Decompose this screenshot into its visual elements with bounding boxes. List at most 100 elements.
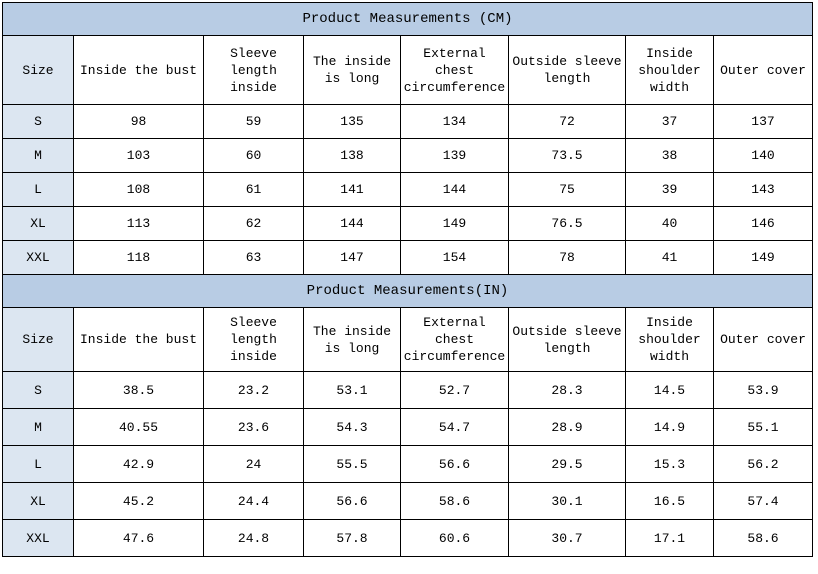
measurement-cell: 41: [625, 240, 714, 275]
measurement-cell: 59: [203, 104, 304, 139]
column-header-row-in: Size Inside the bust Sleeve length inside T…: [2, 307, 813, 372]
measurement-cell: 47.6: [73, 519, 204, 557]
measurement-cell: 38: [625, 138, 714, 173]
section-banner-cm: Product Measurements (CM): [2, 2, 813, 36]
measurement-cell: 24: [203, 445, 304, 483]
column-header: Sleeve length inside: [203, 307, 304, 372]
measurement-cell: 103: [73, 138, 204, 173]
measurement-cell: 138: [303, 138, 401, 173]
measurement-cell: 73.5: [508, 138, 626, 173]
measurement-cell: 17.1: [625, 519, 714, 557]
measurement-cell: 137: [713, 104, 813, 139]
table-row: XXL 118 63 147 154 78 41 149: [2, 240, 813, 275]
measurement-cell: 52.7: [400, 371, 509, 409]
column-header: Outer cover: [713, 307, 813, 372]
measurements-table-body: Product Measurements (CM) Size Inside the …: [2, 2, 813, 557]
measurement-cell: 42.9: [73, 445, 204, 483]
table-row: M 103 60 138 139 73.5 38 140: [2, 138, 813, 173]
size-label: L: [2, 172, 74, 207]
measurement-cell: 147: [303, 240, 401, 275]
measurement-cell: 16.5: [625, 482, 714, 520]
measurement-cell: 58.6: [713, 519, 813, 557]
measurement-cell: 141: [303, 172, 401, 207]
table-row: XL 45.2 24.4 56.6 58.6 30.1 16.5 57.4: [2, 482, 813, 520]
column-header: External chest circumference: [400, 35, 509, 105]
column-header-row-cm: Size Inside the bust Sleeve length inside T…: [2, 35, 813, 105]
measurement-cell: 76.5: [508, 206, 626, 241]
measurement-cell: 54.7: [400, 408, 509, 446]
size-column-header: Size: [2, 35, 74, 105]
table-row: L 108 61 141 144 75 39 143: [2, 172, 813, 207]
measurement-cell: 28.3: [508, 371, 626, 409]
measurement-cell: 144: [303, 206, 401, 241]
measurement-cell: 29.5: [508, 445, 626, 483]
column-header: Inside shoulder width: [625, 35, 714, 105]
measurement-cell: 139: [400, 138, 509, 173]
column-header: The inside is long: [303, 307, 401, 372]
size-chart: Product Measurements (CM) Size Inside the …: [2, 2, 813, 557]
size-label: XL: [2, 206, 74, 241]
size-column-header: Size: [2, 307, 74, 372]
measurement-cell: 24.4: [203, 482, 304, 520]
measurement-cell: 56.6: [400, 445, 509, 483]
measurement-cell: 14.5: [625, 371, 714, 409]
table-row: L 42.9 24 55.5 56.6 29.5 15.3 56.2: [2, 445, 813, 483]
measurement-cell: 54.3: [303, 408, 401, 446]
table-row: XXL 47.6 24.8 57.8 60.6 30.7 17.1 58.6: [2, 519, 813, 557]
measurement-cell: 60.6: [400, 519, 509, 557]
column-header: Outside sleeve length: [508, 307, 626, 372]
measurement-cell: 57.8: [303, 519, 401, 557]
column-header: Inside shoulder width: [625, 307, 714, 372]
measurement-cell: 134: [400, 104, 509, 139]
measurement-cell: 143: [713, 172, 813, 207]
size-label: M: [2, 138, 74, 173]
measurement-cell: 72: [508, 104, 626, 139]
measurement-cell: 118: [73, 240, 204, 275]
measurement-cell: 149: [713, 240, 813, 275]
size-label: S: [2, 371, 74, 409]
column-header: Inside the bust: [73, 307, 204, 372]
measurement-cell: 23.2: [203, 371, 304, 409]
column-header: Sleeve length inside: [203, 35, 304, 105]
measurement-cell: 28.9: [508, 408, 626, 446]
measurement-cell: 108: [73, 172, 204, 207]
measurement-cell: 149: [400, 206, 509, 241]
measurement-cell: 55.1: [713, 408, 813, 446]
measurement-cell: 135: [303, 104, 401, 139]
measurement-cell: 23.6: [203, 408, 304, 446]
measurement-cell: 62: [203, 206, 304, 241]
measurement-cell: 56.6: [303, 482, 401, 520]
measurement-cell: 57.4: [713, 482, 813, 520]
measurement-cell: 53.1: [303, 371, 401, 409]
measurement-cell: 40: [625, 206, 714, 241]
table-row: XL 113 62 144 149 76.5 40 146: [2, 206, 813, 241]
measurement-cell: 38.5: [73, 371, 204, 409]
measurement-cell: 40.55: [73, 408, 204, 446]
measurement-cell: 30.7: [508, 519, 626, 557]
measurement-cell: 113: [73, 206, 204, 241]
measurement-cell: 14.9: [625, 408, 714, 446]
measurement-cell: 39: [625, 172, 714, 207]
size-label: XXL: [2, 240, 74, 275]
column-header: Inside the bust: [73, 35, 204, 105]
column-header: External chest circumference: [400, 307, 509, 372]
measurement-cell: 146: [713, 206, 813, 241]
column-header: The inside is long: [303, 35, 401, 105]
measurement-cell: 24.8: [203, 519, 304, 557]
measurement-cell: 154: [400, 240, 509, 275]
measurements-table: Product Measurements (CM) Size Inside the …: [2, 2, 813, 557]
column-header: Outer cover: [713, 35, 813, 105]
table-row: S 98 59 135 134 72 37 137: [2, 104, 813, 139]
table-row: M 40.55 23.6 54.3 54.7 28.9 14.9 55.1: [2, 408, 813, 446]
section-title-in: Product Measurements(IN): [2, 274, 813, 308]
size-label: XXL: [2, 519, 74, 557]
section-title-cm: Product Measurements (CM): [2, 2, 813, 36]
measurement-cell: 61: [203, 172, 304, 207]
measurement-cell: 144: [400, 172, 509, 207]
size-label: S: [2, 104, 74, 139]
measurement-cell: 98: [73, 104, 204, 139]
measurement-cell: 55.5: [303, 445, 401, 483]
size-label: XL: [2, 482, 74, 520]
table-row: S 38.5 23.2 53.1 52.7 28.3 14.5 53.9: [2, 371, 813, 409]
size-label: M: [2, 408, 74, 446]
